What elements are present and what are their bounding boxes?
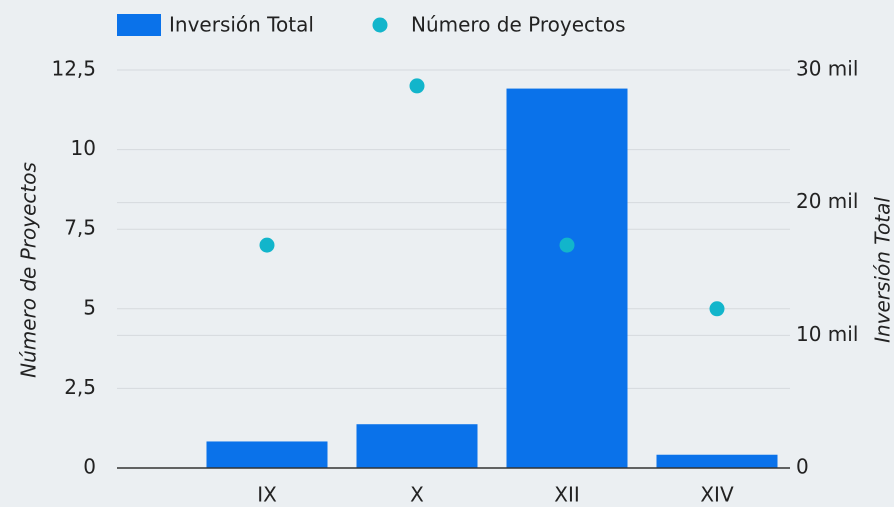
x-tick-label: XII [554, 483, 580, 507]
bar [206, 441, 328, 468]
y-tick-label: 10 [71, 136, 96, 160]
y-tick-label: 0 [83, 455, 96, 479]
y-axis-title: Número de Proyectos [17, 162, 41, 378]
y2-tick-label: 30 mil [796, 57, 858, 81]
y2-tick-label: 0 [796, 455, 809, 479]
dot [259, 237, 275, 253]
y2-tick-label: 20 mil [796, 189, 858, 213]
x-tick-label: IX [257, 483, 277, 507]
legend-swatch [117, 14, 161, 36]
y-tick-label: 12,5 [51, 57, 96, 81]
bar [506, 88, 628, 468]
legend-label: Inversión Total [169, 13, 314, 37]
x-tick-label: XIV [700, 483, 734, 507]
legend-swatch [372, 17, 388, 33]
y-tick-label: 2,5 [64, 375, 96, 399]
bar [356, 424, 478, 468]
y2-tick-label: 10 mil [796, 322, 858, 346]
dot [559, 237, 575, 253]
legend-label: Número de Proyectos [411, 13, 626, 37]
x-tick-label: X [410, 483, 424, 507]
bar [656, 454, 778, 468]
y2-axis-title: Inversión Total [871, 197, 894, 343]
y-tick-label: 7,5 [64, 216, 96, 240]
dot [709, 301, 725, 317]
y-tick-label: 5 [83, 295, 96, 319]
dot [409, 78, 425, 94]
